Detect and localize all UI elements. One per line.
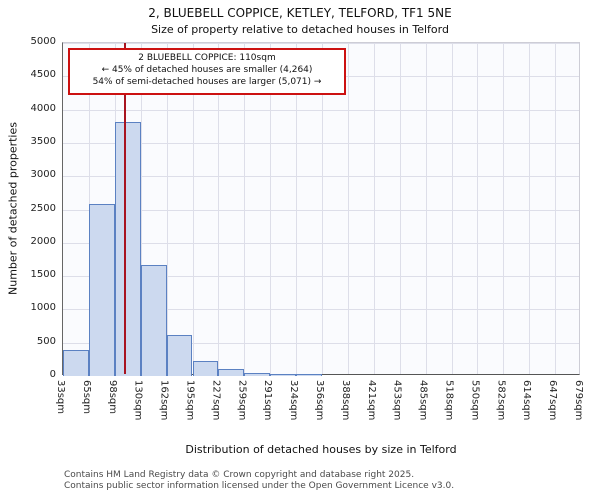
v-gridline bbox=[296, 43, 298, 374]
y-tick-label: 3000 bbox=[30, 169, 56, 181]
y-tick-label: 3500 bbox=[30, 135, 56, 147]
x-tick-label: 550sqm bbox=[469, 380, 481, 421]
x-tick-label: 421sqm bbox=[365, 380, 377, 421]
x-tick-label: 388sqm bbox=[339, 380, 351, 421]
chart-subtitle: Size of property relative to detached ho… bbox=[151, 23, 449, 36]
x-tick-label: 647sqm bbox=[547, 380, 559, 421]
y-tick-label: 4500 bbox=[30, 69, 56, 81]
v-gridline bbox=[166, 43, 168, 374]
v-gridline bbox=[347, 43, 349, 374]
v-gridline bbox=[373, 43, 375, 374]
annotation-box: 2 BLUEBELL COPPICE: 110sqm ← 45% of deta… bbox=[68, 48, 346, 95]
x-axis-label: Distribution of detached houses by size … bbox=[185, 443, 457, 456]
h-gridline bbox=[63, 43, 579, 44]
histogram-bar bbox=[63, 350, 89, 376]
plot-area bbox=[62, 42, 580, 376]
property-marker-line bbox=[123, 43, 126, 374]
v-gridline bbox=[503, 43, 505, 374]
x-tick-label: 679sqm bbox=[573, 380, 584, 421]
y-tick-label: 500 bbox=[36, 335, 56, 347]
x-tick-label: 324sqm bbox=[288, 380, 300, 421]
v-gridline bbox=[244, 43, 246, 374]
x-tick-label: 453sqm bbox=[391, 380, 403, 421]
histogram-bar bbox=[166, 334, 193, 376]
v-gridline bbox=[451, 43, 453, 374]
v-gridline bbox=[322, 43, 323, 374]
histogram-bar bbox=[192, 360, 219, 376]
h-gridline bbox=[63, 276, 579, 278]
histogram-bar bbox=[270, 374, 297, 376]
x-tick-label: 291sqm bbox=[262, 380, 274, 421]
h-gridline bbox=[63, 342, 579, 344]
annotation-line-1: 2 BLUEBELL COPPICE: 110sqm bbox=[138, 53, 276, 63]
v-gridline bbox=[399, 43, 401, 374]
x-tick-label: 356sqm bbox=[314, 380, 325, 421]
x-tick-label: 518sqm bbox=[443, 380, 455, 421]
h-gridline bbox=[63, 309, 579, 311]
x-tick-label: 162sqm bbox=[158, 380, 170, 421]
annotation-line-3: 54% of semi-detached houses are larger (… bbox=[92, 76, 322, 87]
x-tick-label: 582sqm bbox=[495, 380, 507, 421]
histogram-bar bbox=[218, 369, 245, 376]
y-tick-label: 1000 bbox=[30, 302, 56, 314]
y-tick-label: 1500 bbox=[30, 269, 56, 281]
h-gridline bbox=[63, 109, 579, 111]
h-gridline bbox=[63, 176, 579, 178]
x-tick-label: 195sqm bbox=[184, 380, 196, 421]
y-tick-label: 2000 bbox=[30, 235, 56, 247]
x-tick-label: 33sqm bbox=[55, 380, 66, 415]
histogram-bar bbox=[88, 204, 115, 376]
v-gridline bbox=[425, 43, 427, 374]
histogram-bar bbox=[244, 373, 271, 376]
footer-line-1: Contains HM Land Registry data © Crown c… bbox=[64, 470, 415, 480]
v-gridline bbox=[529, 43, 531, 374]
chart-title: 2, BLUEBELL COPPICE, KETLEY, TELFORD, TF… bbox=[148, 6, 452, 20]
annotation-line-2: ← 45% of detached houses are smaller (4,… bbox=[101, 64, 313, 75]
y-tick-label: 0 bbox=[49, 369, 56, 380]
x-tick-label: 130sqm bbox=[132, 380, 144, 421]
footer-line-2: Contains public sector information licen… bbox=[64, 481, 455, 491]
y-tick-label: 4000 bbox=[30, 102, 56, 114]
x-tick-label: 98sqm bbox=[106, 380, 118, 415]
v-gridline bbox=[555, 43, 557, 374]
x-tick-label: 485sqm bbox=[417, 380, 429, 421]
x-tick-label: 65sqm bbox=[80, 380, 92, 415]
h-gridline bbox=[63, 142, 579, 144]
histogram-bar bbox=[296, 374, 322, 376]
h-gridline bbox=[63, 242, 579, 244]
histogram-bar bbox=[114, 122, 141, 376]
v-gridline bbox=[218, 43, 220, 374]
histogram-bar bbox=[140, 265, 167, 376]
x-tick-label: 227sqm bbox=[210, 380, 222, 421]
y-tick-label: 5000 bbox=[30, 36, 56, 47]
y-tick-label: 2500 bbox=[30, 202, 56, 214]
x-tick-label: 614sqm bbox=[521, 380, 533, 421]
v-gridline bbox=[477, 43, 479, 374]
v-gridline bbox=[270, 43, 272, 374]
h-gridline bbox=[63, 209, 579, 211]
x-tick-label: 259sqm bbox=[236, 380, 248, 421]
v-gridline bbox=[140, 43, 142, 374]
v-gridline bbox=[192, 43, 194, 374]
